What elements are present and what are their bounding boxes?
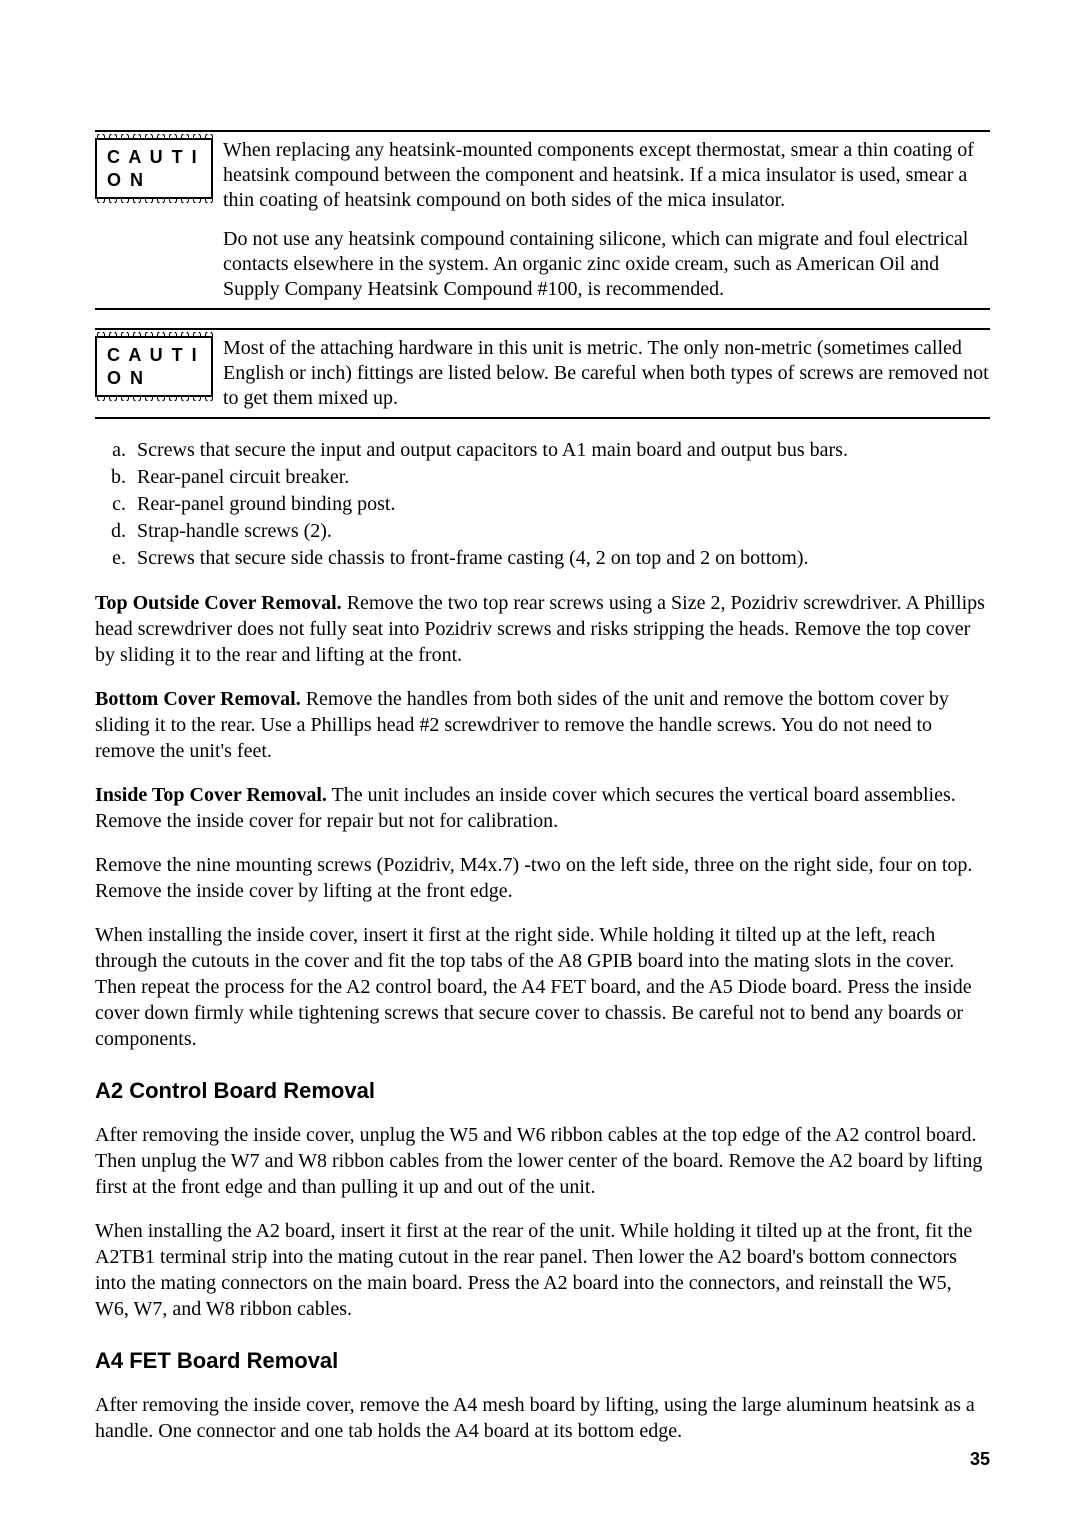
- para-a2-remove: After removing the inside cover, unplug …: [95, 1122, 990, 1200]
- runin-top-outside: Top Outside Cover Removal.: [95, 592, 342, 614]
- caution-badge-cell: C A U T I O N: [95, 131, 223, 309]
- caution-1-para-2: Do not use any heatsink compound contain…: [223, 227, 990, 302]
- list-item-b: Rear-panel circuit breaker.: [131, 464, 990, 491]
- runin-inside-top: Inside Top Cover Removal.: [95, 784, 327, 806]
- list-item-d: Strap-handle screws (2).: [131, 518, 990, 545]
- para-a2-install: When installing the A2 board, insert it …: [95, 1218, 990, 1322]
- list-item-e: Screws that secure side chassis to front…: [131, 545, 990, 572]
- caution-box-1: C A U T I O N When replacing any heatsin…: [95, 130, 990, 310]
- caution-badge-2: C A U T I O N: [95, 336, 213, 397]
- para-inside-top-cover: Inside Top Cover Removal. The unit inclu…: [95, 782, 990, 834]
- list-item-a: Screws that secure the input and output …: [131, 437, 990, 464]
- heading-a4-fet-board: A4 FET Board Removal: [95, 1348, 990, 1374]
- heading-a2-control-board: A2 Control Board Removal: [95, 1078, 990, 1104]
- page: C A U T I O N When replacing any heatsin…: [0, 0, 1080, 1522]
- caution-box-2: C A U T I O N Most of the attaching hard…: [95, 328, 990, 419]
- caution-1-para-1: When replacing any heatsink-mounted comp…: [223, 138, 990, 213]
- page-number: 35: [970, 1449, 990, 1470]
- para-inside-install: When installing the inside cover, insert…: [95, 922, 990, 1052]
- list-item-c: Rear-panel ground binding post.: [131, 491, 990, 518]
- caution-text-1: When replacing any heatsink-mounted comp…: [223, 131, 990, 309]
- caution-badge-cell-2: C A U T I O N: [95, 329, 223, 418]
- caution-text-2: Most of the attaching hardware in this u…: [223, 329, 990, 418]
- para-inside-screws: Remove the nine mounting screws (Pozidri…: [95, 852, 990, 904]
- para-top-outside-cover: Top Outside Cover Removal. Remove the tw…: [95, 590, 990, 668]
- caution-badge: C A U T I O N: [95, 138, 213, 199]
- para-bottom-cover: Bottom Cover Removal. Remove the handles…: [95, 686, 990, 764]
- para-a4: After removing the inside cover, remove …: [95, 1392, 990, 1444]
- caution-2-para-1: Most of the attaching hardware in this u…: [223, 336, 990, 411]
- runin-bottom: Bottom Cover Removal.: [95, 688, 301, 710]
- non-metric-list: Screws that secure the input and output …: [95, 437, 990, 572]
